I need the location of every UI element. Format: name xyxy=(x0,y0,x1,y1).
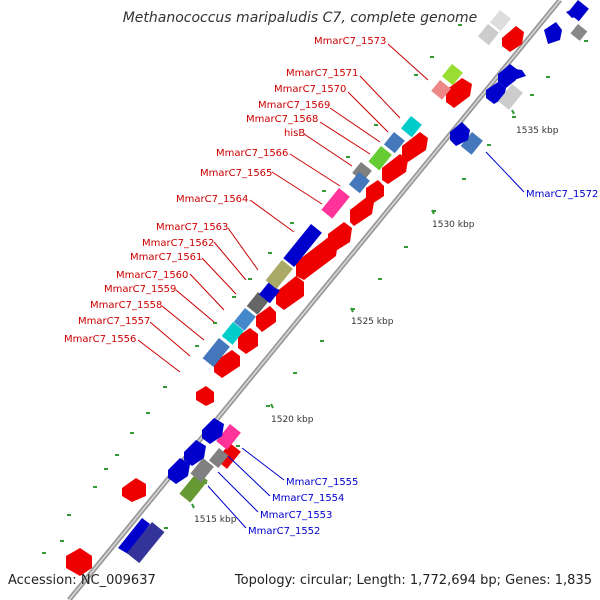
gene-label-1564[interactable]: MmarC7_1564 xyxy=(176,194,248,205)
gene-label-1554[interactable]: MmarC7_1554 xyxy=(272,493,344,504)
scale-label-1525: 1525 kbp xyxy=(351,317,394,327)
gene-label-1555[interactable]: MmarC7_1555 xyxy=(286,477,358,488)
gene-arrow[interactable] xyxy=(446,78,472,108)
reverse-strand-genes[interactable] xyxy=(118,0,589,564)
gene-box[interactable] xyxy=(570,24,588,41)
map-title: Methanococcus maripaludis C7, complete g… xyxy=(122,10,478,26)
gene-label-1553[interactable]: MmarC7_1553 xyxy=(260,510,332,521)
reverse-callout-lines xyxy=(207,151,525,529)
forward-callout-lines xyxy=(137,43,429,373)
gene-label-1572[interactable]: MmarC7_1572 xyxy=(526,189,598,200)
accession-text: Accession: NC_009637 xyxy=(8,573,156,588)
gene-label-1559[interactable]: MmarC7_1559 xyxy=(104,284,176,295)
gene-label-1563[interactable]: MmarC7_1563 xyxy=(156,222,228,233)
gene-arrow[interactable] xyxy=(196,386,214,406)
gene-arrow[interactable] xyxy=(350,196,374,226)
gene-label-1569[interactable]: MmarC7_1569 xyxy=(258,100,330,111)
gene-arrow[interactable] xyxy=(184,440,206,466)
gene-box[interactable] xyxy=(126,522,165,564)
gene-arrow[interactable] xyxy=(118,518,150,554)
gene-box[interactable] xyxy=(368,146,392,171)
gene-label-1573[interactable]: MmarC7_1573 xyxy=(314,36,386,47)
gene-label-1571[interactable]: MmarC7_1571 xyxy=(286,68,358,79)
gene-arrow[interactable] xyxy=(328,222,352,252)
gene-box[interactable] xyxy=(283,224,322,268)
gene-box[interactable] xyxy=(348,172,370,194)
genome-backbone xyxy=(67,0,562,600)
gene-arrow[interactable] xyxy=(214,350,240,378)
gene-box[interactable] xyxy=(498,84,523,110)
gene-box[interactable] xyxy=(460,132,483,155)
forward-strand-genes[interactable] xyxy=(66,26,524,576)
scale-label-1520: 1520 kbp xyxy=(271,415,314,425)
gene-box[interactable] xyxy=(321,188,350,219)
gene-label-1562[interactable]: MmarC7_1562 xyxy=(142,238,214,249)
gene-box[interactable] xyxy=(233,308,256,331)
gene-arrow[interactable] xyxy=(202,418,224,444)
gene-label-1557[interactable]: MmarC7_1557 xyxy=(78,316,150,327)
gene-arrow[interactable] xyxy=(566,6,584,18)
gene-arrow[interactable] xyxy=(122,478,146,502)
gene-label-1568[interactable]: MmarC7_1568 xyxy=(246,114,318,125)
gene-label-1560[interactable]: MmarC7_1560 xyxy=(116,270,188,281)
gene-box[interactable] xyxy=(221,322,244,345)
gene-arrow[interactable] xyxy=(296,236,338,280)
gene-box[interactable] xyxy=(431,80,451,100)
gene-arrow[interactable] xyxy=(450,122,470,146)
gene-label-1565[interactable]: MmarC7_1565 xyxy=(200,168,272,179)
gene-label-hisb[interactable]: hisB xyxy=(284,128,305,139)
gene-box[interactable] xyxy=(400,116,422,138)
gene-box[interactable] xyxy=(216,424,241,450)
reverse-gene-labels: MmarC7_1572 MmarC7_1555 MmarC7_1554 Mmar… xyxy=(248,189,598,537)
topology-text: Topology: circular; Length: 1,772,694 bp… xyxy=(234,573,592,588)
forward-strand-features[interactable] xyxy=(208,10,511,469)
gene-arrow[interactable] xyxy=(256,306,276,332)
gene-arrow[interactable] xyxy=(366,180,384,204)
gene-arrow[interactable] xyxy=(508,68,526,80)
scale-major-ticks xyxy=(191,109,515,509)
gene-label-1558[interactable]: MmarC7_1558 xyxy=(90,300,162,311)
forward-gene-labels: MmarC7_1573 MmarC7_1571 MmarC7_1570 Mmar… xyxy=(64,36,386,345)
scale-label-1535: 1535 kbp xyxy=(516,126,559,136)
gene-arrow[interactable] xyxy=(382,154,408,184)
gene-box[interactable] xyxy=(441,64,463,86)
gene-box[interactable] xyxy=(265,260,293,290)
scale-label-1515: 1515 kbp xyxy=(194,515,237,525)
gene-label-1556[interactable]: MmarC7_1556 xyxy=(64,334,136,345)
gene-box[interactable] xyxy=(190,458,214,483)
gene-label-1561[interactable]: MmarC7_1561 xyxy=(130,252,202,263)
gene-box[interactable] xyxy=(477,24,499,46)
gene-box[interactable] xyxy=(489,10,511,32)
gene-box[interactable] xyxy=(202,338,230,368)
gene-arrow[interactable] xyxy=(402,132,428,162)
gene-label-1570[interactable]: MmarC7_1570 xyxy=(274,84,346,95)
gene-box[interactable] xyxy=(208,448,229,468)
gene-arrow[interactable] xyxy=(66,548,92,576)
gene-box[interactable] xyxy=(383,132,405,154)
gene-arrow[interactable] xyxy=(238,328,258,354)
gene-label-1566[interactable]: MmarC7_1566 xyxy=(216,148,288,159)
scale-label-1530: 1530 kbp xyxy=(432,220,475,230)
gene-arrow[interactable] xyxy=(276,276,304,310)
gene-arrow[interactable] xyxy=(168,458,190,484)
gene-arrow[interactable] xyxy=(502,26,524,52)
gene-label-1552[interactable]: MmarC7_1552 xyxy=(248,526,320,537)
gene-arrow[interactable] xyxy=(544,22,562,44)
